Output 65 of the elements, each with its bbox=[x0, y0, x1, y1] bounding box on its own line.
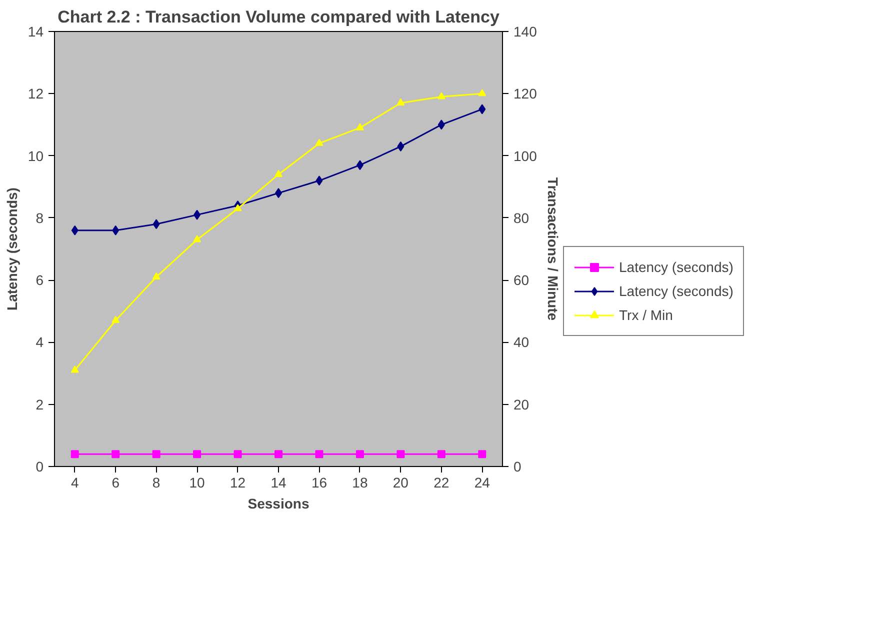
point bbox=[152, 272, 160, 280]
point bbox=[396, 450, 405, 458]
y2-tick-label: 20 bbox=[514, 396, 530, 412]
point bbox=[478, 450, 486, 458]
y-axis-title: Latency (seconds) bbox=[4, 188, 20, 310]
x-tick-label: 22 bbox=[434, 474, 450, 490]
point bbox=[356, 123, 364, 130]
x-tick-label: 24 bbox=[474, 474, 490, 490]
x-tick-label: 10 bbox=[189, 474, 206, 490]
y2-tick-label: 0 bbox=[514, 458, 522, 474]
point bbox=[193, 450, 202, 458]
point bbox=[438, 120, 445, 130]
y2-axis-title: Transactions / Minute bbox=[544, 177, 561, 321]
y-tick-label: 0 bbox=[36, 458, 44, 474]
y2-tick-label: 100 bbox=[514, 148, 538, 164]
legend-label: Latency (seconds) bbox=[619, 283, 734, 299]
point bbox=[356, 160, 364, 170]
x-tick-label: 20 bbox=[392, 474, 409, 490]
y-tick-label: 12 bbox=[28, 86, 44, 102]
y2-tick-label: 40 bbox=[514, 334, 530, 350]
point bbox=[152, 450, 160, 458]
point bbox=[316, 176, 323, 186]
legend-label: Trx / Min bbox=[619, 307, 673, 323]
x-tick-label: 14 bbox=[270, 474, 286, 490]
y2-tick-label: 80 bbox=[514, 210, 530, 226]
point bbox=[478, 104, 486, 114]
point bbox=[152, 219, 160, 230]
x-tick-label: 8 bbox=[152, 474, 160, 490]
y-tick-label: 8 bbox=[36, 210, 44, 226]
point bbox=[356, 450, 364, 458]
y-tick-label: 4 bbox=[36, 334, 44, 350]
point bbox=[71, 225, 78, 236]
x-tick-label: 6 bbox=[112, 474, 120, 490]
point bbox=[112, 225, 120, 236]
y-tick-label: 2 bbox=[36, 396, 44, 412]
x-axis-title: Sessions bbox=[248, 496, 310, 512]
point bbox=[396, 98, 405, 106]
point bbox=[70, 450, 79, 458]
point bbox=[194, 210, 201, 220]
point bbox=[112, 316, 120, 323]
point bbox=[193, 235, 202, 242]
y2-tick-label: 60 bbox=[514, 272, 530, 288]
x-tick-label: 12 bbox=[230, 474, 246, 490]
point bbox=[274, 170, 282, 177]
point bbox=[315, 138, 324, 146]
point bbox=[234, 204, 242, 212]
point bbox=[437, 450, 446, 458]
x-tick-label: 16 bbox=[311, 474, 328, 490]
y-tick-label: 14 bbox=[28, 24, 44, 40]
point bbox=[478, 89, 486, 96]
x-tick-label: 18 bbox=[352, 474, 368, 490]
point bbox=[70, 366, 79, 373]
y-tick-label: 10 bbox=[28, 148, 44, 164]
point bbox=[234, 450, 242, 458]
y2-tick-label: 140 bbox=[514, 24, 538, 40]
y-tick-label: 6 bbox=[36, 272, 44, 288]
point bbox=[315, 450, 324, 458]
point bbox=[274, 450, 282, 458]
y2-tick-label: 120 bbox=[514, 86, 538, 102]
legend-label: Latency (seconds) bbox=[619, 259, 734, 275]
point bbox=[112, 450, 120, 458]
point bbox=[397, 141, 404, 152]
point bbox=[437, 92, 446, 100]
x-tick-label: 4 bbox=[70, 474, 79, 490]
chart-title: Chart 2.2 : Transaction Volume compared with Latency bbox=[58, 8, 500, 26]
